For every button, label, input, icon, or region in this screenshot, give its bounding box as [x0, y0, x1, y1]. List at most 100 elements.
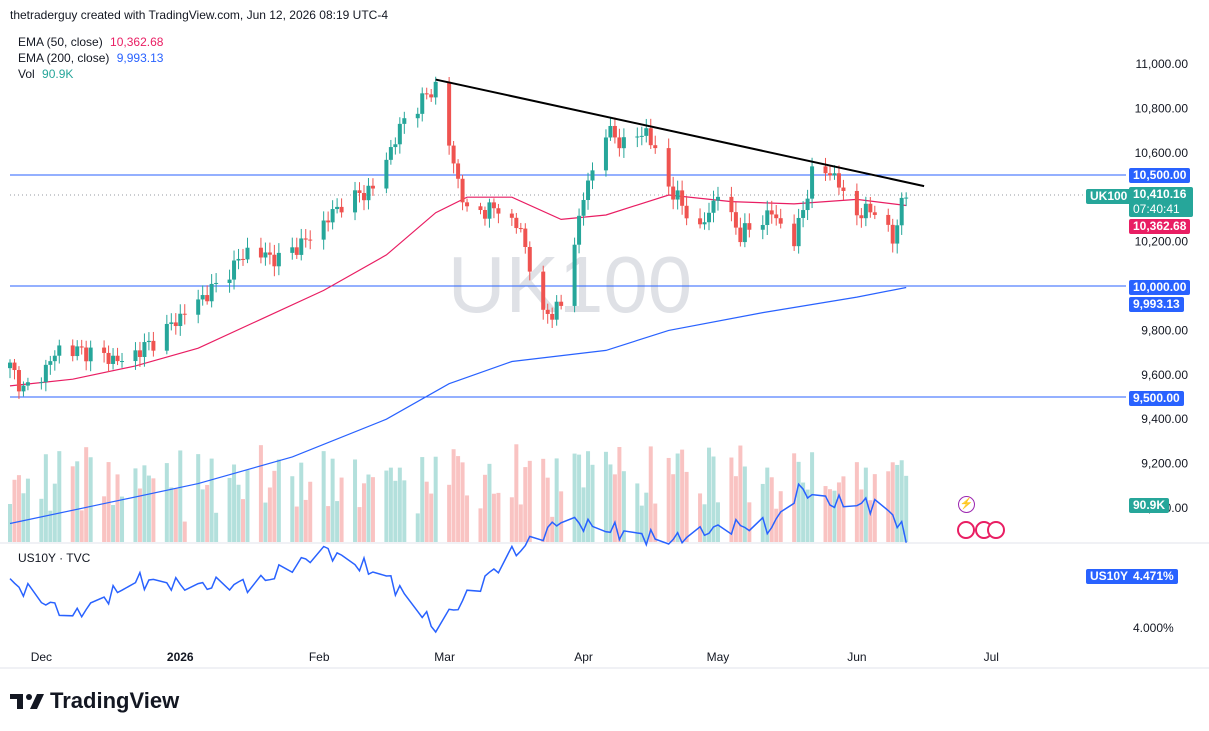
volume-bar	[863, 467, 868, 542]
time-tick-label: Dec	[31, 650, 52, 664]
candle-body	[890, 224, 895, 244]
time-tick-label: Jul	[984, 650, 999, 664]
candle-body	[25, 382, 30, 386]
candle-body	[272, 254, 277, 267]
volume-bar	[586, 451, 591, 542]
volume-bar	[209, 458, 214, 542]
candle-body	[8, 362, 12, 369]
volume-bar	[142, 465, 147, 542]
tradingview-logo[interactable]: TradingView	[10, 688, 179, 714]
volume-bar	[639, 505, 644, 542]
candle-body	[796, 217, 801, 247]
volume-bar	[518, 504, 523, 542]
legend-ema50[interactable]: EMA (50, close) 10,362.68	[18, 34, 163, 50]
candle-body	[509, 213, 514, 218]
candle-body	[178, 313, 183, 327]
volume-bar	[886, 471, 891, 542]
volume-bar	[859, 489, 864, 542]
candle-body	[827, 173, 832, 176]
legend-ema200-label: EMA (200, close)	[18, 51, 110, 65]
candle-body	[478, 206, 483, 211]
tradingview-logo-icon	[10, 694, 44, 709]
volume-bar	[433, 456, 438, 542]
candle-body	[137, 350, 142, 357]
candle-body	[577, 215, 582, 245]
volume-bar	[39, 498, 44, 542]
volume-bar	[666, 457, 671, 542]
candle-body	[370, 185, 375, 189]
volume-bar	[393, 480, 398, 542]
volume-bar	[146, 475, 151, 542]
volume-bar	[523, 467, 528, 542]
candle-body	[388, 147, 393, 160]
candle-body	[742, 223, 747, 243]
legend-volume[interactable]: Vol 90.9K	[18, 66, 73, 82]
symbol-watermark: UK100	[448, 240, 693, 329]
time-tick-label: Apr	[574, 650, 593, 664]
volume-bar	[299, 462, 304, 542]
volume-bar	[805, 489, 810, 542]
candle-body	[12, 362, 17, 371]
candle-body	[258, 247, 263, 258]
candle-body	[205, 295, 210, 302]
candle-body	[527, 246, 532, 272]
time-tick-label: Feb	[309, 650, 330, 664]
descending-trendline	[435, 78, 925, 188]
volume-bar	[823, 486, 828, 542]
price-tick-label: 11,000.00	[1136, 57, 1189, 71]
candle-body	[545, 309, 550, 314]
volume-bar	[339, 477, 344, 542]
volume-bar	[12, 479, 17, 542]
volume-bar	[57, 451, 62, 542]
candle-body	[433, 81, 438, 98]
volume-bar	[241, 499, 246, 542]
volume-bar	[258, 445, 263, 542]
volume-bar	[84, 447, 89, 542]
volume-bar	[827, 489, 832, 542]
candle-body	[326, 220, 331, 223]
volume-bar	[810, 452, 815, 542]
volume-tag: 90.9K	[1129, 498, 1170, 513]
price-tick-label: 10,600.00	[1135, 146, 1189, 160]
volume-bar	[621, 471, 626, 542]
volume-bar	[733, 476, 738, 542]
volume-bar	[52, 483, 57, 542]
candle-body	[146, 340, 151, 343]
candle-body	[424, 93, 429, 95]
time-tick-label: May	[707, 650, 730, 664]
volume-bar	[729, 457, 734, 542]
volume-bar	[267, 487, 272, 542]
uk-flag-event-icon[interactable]	[957, 521, 975, 539]
volume-bar	[801, 482, 806, 542]
candle-body	[581, 199, 586, 216]
candle-body	[263, 252, 268, 258]
candle-body	[792, 223, 797, 247]
candle-body	[617, 137, 622, 149]
volume-bar	[742, 466, 747, 542]
level-9500-tag: 9,500.00	[1129, 391, 1184, 406]
volume-bar	[397, 467, 402, 542]
candle-body	[397, 123, 402, 145]
uk-flag-event-icon-3[interactable]	[987, 521, 1005, 539]
volume-bar	[684, 471, 689, 542]
candle-body	[635, 136, 640, 138]
candle-body	[241, 258, 246, 260]
candle-body	[214, 282, 219, 284]
candle-body	[608, 125, 613, 138]
volume-bar	[541, 458, 546, 542]
candle-body	[738, 227, 743, 243]
volume-bar	[70, 466, 75, 542]
candle-body	[774, 214, 779, 219]
legend-ema50-label: EMA (50, close)	[18, 35, 103, 49]
lightning-event-icon[interactable]: ⚡	[958, 496, 975, 513]
volume-bar	[868, 500, 873, 542]
volume-bar	[675, 453, 680, 542]
candle-body	[75, 346, 80, 357]
legend-ema200[interactable]: EMA (200, close) 9,993.13	[18, 50, 163, 66]
candle-body	[48, 361, 53, 365]
candle-body	[106, 352, 111, 364]
volume-bar	[635, 483, 640, 542]
volume-bar	[590, 464, 595, 542]
volume-bar	[527, 460, 532, 542]
